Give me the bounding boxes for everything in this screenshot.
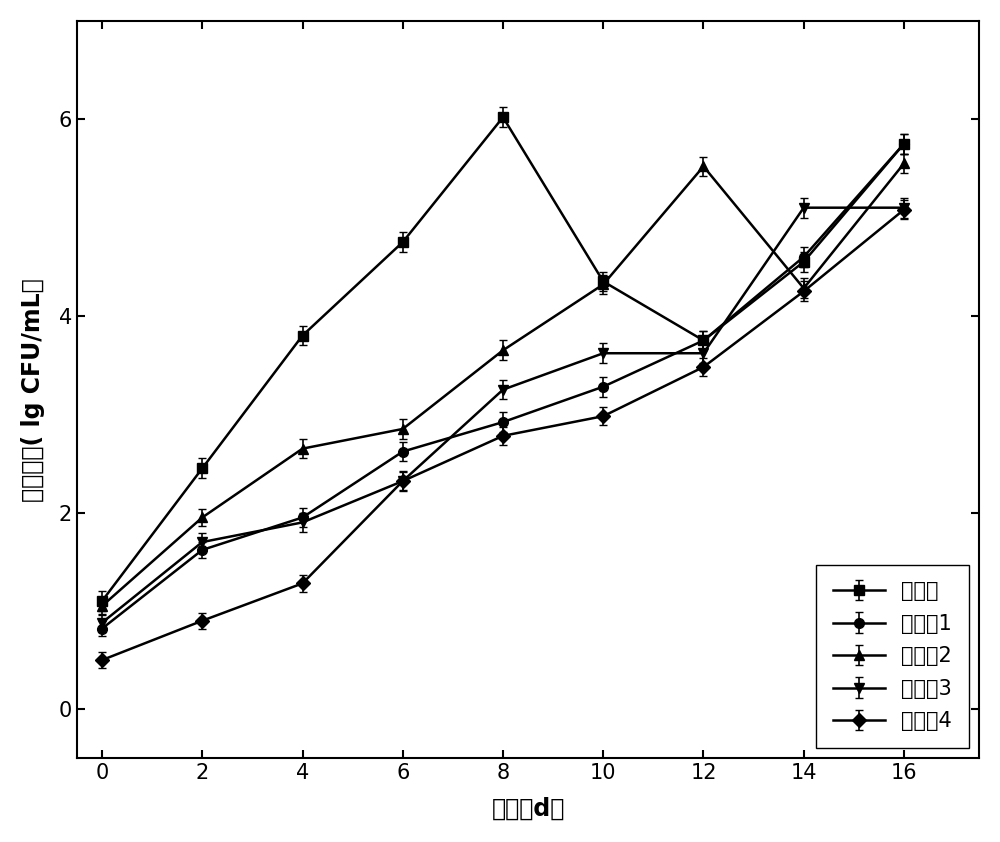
Y-axis label: 菌落总数( lg CFU/mL）: 菌落总数( lg CFU/mL） (21, 278, 45, 502)
Legend: 对比例, 实施例1, 实施例2, 实施例3, 实施例4: 对比例, 实施例1, 实施例2, 实施例3, 实施例4 (816, 565, 969, 748)
X-axis label: 时间（d）: 时间（d） (491, 797, 565, 821)
